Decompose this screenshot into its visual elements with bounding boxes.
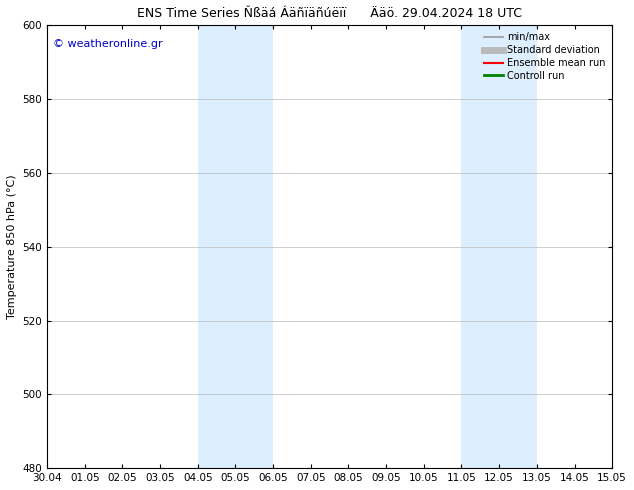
Title: ENS Time Series Ňßäá Áäñïäñúëïï      Ääö. 29.04.2024 18 UTC: ENS Time Series Ňßäá Áäñïäñúëïï Ääö. 29.… [137,7,522,20]
Bar [198,25,273,468]
Legend: min/max, Standard deviation, Ensemble mean run, Controll run: min/max, Standard deviation, Ensemble me… [480,28,609,85]
Bar [462,25,537,468]
Y-axis label: Temperature 850 hPa (°C): Temperature 850 hPa (°C) [7,174,17,319]
Text: © weatheronline.gr: © weatheronline.gr [53,39,162,49]
